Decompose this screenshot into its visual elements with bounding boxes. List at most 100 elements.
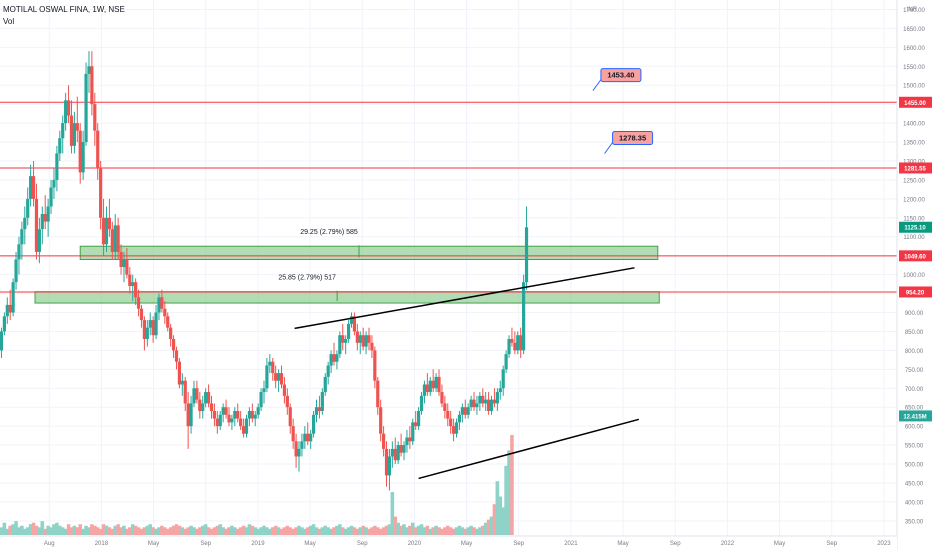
volume-bar — [31, 522, 36, 535]
volume-bar — [276, 527, 281, 535]
candle-body — [417, 410, 421, 427]
volume-bar — [98, 528, 103, 535]
volume-bar — [463, 528, 468, 535]
volume-bar — [128, 527, 132, 535]
candle-body — [276, 373, 281, 381]
volume-bar — [457, 525, 462, 535]
candle-body — [507, 339, 511, 355]
candle-body — [425, 384, 429, 393]
volume-bar — [75, 527, 80, 535]
price-callouts[interactable]: 1453.40 1278.35 — [592, 68, 654, 154]
candle-body — [17, 244, 21, 260]
volume-bar — [241, 525, 246, 535]
callout-label: 1278.35 — [619, 134, 646, 143]
candle-body — [104, 217, 109, 245]
horizontal-lines[interactable] — [0, 101, 897, 293]
candle-body — [411, 422, 415, 442]
volume-bar — [69, 527, 74, 535]
candle-body — [145, 327, 149, 340]
volume-bar — [66, 524, 71, 535]
candle-body — [201, 403, 205, 411]
volume-bar — [230, 525, 234, 535]
volume-bar — [5, 528, 10, 535]
candle-body — [221, 407, 225, 415]
candle-body — [206, 392, 211, 404]
volume-bar — [285, 525, 290, 535]
candle-body — [239, 418, 243, 427]
candle-body — [381, 433, 386, 449]
candle-body — [49, 187, 53, 207]
candle-body — [151, 320, 155, 336]
volume-bar — [8, 525, 13, 535]
candle-body — [346, 323, 351, 340]
volume-bar — [451, 528, 456, 535]
volume-bar — [163, 527, 167, 535]
candle-body — [306, 433, 310, 442]
demand-zone — [79, 245, 659, 260]
volume-bar — [387, 524, 392, 535]
candle-body — [516, 335, 520, 351]
x-tick-label: May — [148, 541, 159, 547]
candle-body — [271, 361, 275, 374]
y-tick-label: 1150.00 — [903, 216, 925, 222]
candle-body — [90, 66, 94, 105]
candle-body — [268, 361, 272, 366]
candle-body — [344, 339, 348, 343]
volume-bar — [235, 528, 240, 535]
candle-body — [492, 399, 497, 404]
candle-body — [434, 376, 438, 389]
candle-body — [469, 399, 473, 408]
candle-body — [323, 376, 327, 393]
price-badge — [899, 286, 932, 298]
candle-body — [524, 227, 529, 283]
volume-bar — [154, 528, 158, 535]
volume-bar — [466, 527, 470, 535]
volume-bar — [419, 524, 424, 535]
candle-body — [498, 388, 502, 393]
volume-bar — [55, 522, 59, 535]
candle-body — [250, 410, 254, 419]
volume-bar — [335, 525, 339, 535]
candle-body — [110, 229, 114, 252]
volume-bar — [136, 527, 141, 535]
volume-bar — [282, 527, 287, 535]
candle-body — [317, 407, 322, 411]
candle-body — [227, 414, 231, 423]
volume-bar — [317, 528, 322, 535]
volume-bar — [46, 525, 50, 535]
candle-body — [314, 407, 319, 415]
candle-body — [419, 395, 424, 411]
zone-label: 29.25 (2.79%) 585 — [300, 229, 358, 236]
candle-body — [11, 282, 15, 313]
y-tick-label: 900.00 — [905, 311, 924, 317]
volume-bar — [323, 525, 328, 535]
candle-body — [408, 437, 412, 442]
volume-bar — [367, 528, 371, 535]
volume-bar — [259, 527, 263, 535]
y-tick-label: 1350.00 — [903, 141, 925, 147]
volume-bar — [393, 516, 398, 535]
volume-bar — [253, 527, 258, 535]
candle-body — [40, 214, 44, 230]
price-axis[interactable] — [897, 0, 932, 550]
y-tick-label: 1250.00 — [903, 178, 925, 184]
candle-body — [396, 445, 400, 461]
candle-body — [452, 426, 456, 434]
volume-bar — [375, 527, 380, 535]
volume-bar — [200, 525, 205, 535]
candle-body — [61, 123, 65, 139]
candle-body — [64, 100, 68, 124]
y-tick-label: 700.00 — [905, 387, 924, 393]
volume-bar — [361, 525, 365, 535]
volume-bar — [110, 528, 115, 535]
candle-body — [463, 407, 467, 415]
time-axis[interactable] — [0, 536, 897, 550]
volume-bar — [370, 527, 374, 535]
trendlines[interactable] — [294, 267, 640, 480]
candle-body — [20, 229, 24, 245]
volume-bar — [440, 528, 444, 535]
volume-bar — [279, 528, 284, 535]
y-tick-label: 1550.00 — [903, 65, 925, 71]
volume-bar — [104, 525, 109, 535]
